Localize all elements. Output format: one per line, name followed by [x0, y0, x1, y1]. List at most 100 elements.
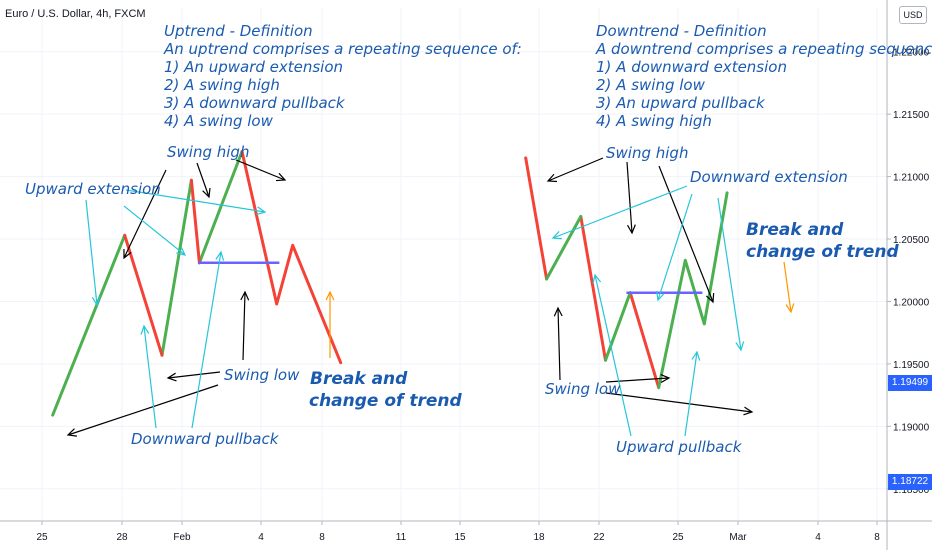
- swing-high-arrow-head: [705, 292, 715, 304]
- swing-high-arrow: [658, 165, 714, 303]
- price-tick-label: 1.21000: [893, 173, 930, 184]
- swing-high-arrow-head: [202, 187, 211, 199]
- upward-extension-arrow-head: [176, 246, 187, 256]
- left-downswing: [123, 233, 164, 357]
- swing-low-arrow-head: [166, 372, 177, 382]
- right-break-label-line1: Break and: [746, 220, 844, 240]
- time-tick-label: 22: [593, 532, 605, 543]
- swing-low-arrow-head: [743, 406, 754, 416]
- swing-low-arrow: [242, 291, 246, 361]
- time-tick-label: 11: [396, 532, 407, 543]
- swing-high-arrow: [626, 161, 633, 234]
- downtrend-definition-line: 4) A swing high: [596, 112, 712, 130]
- right-downward-extension-label: Downward extension: [690, 168, 848, 186]
- price-tick-label: 1.20000: [893, 297, 930, 308]
- swing-high-arrow-head: [627, 224, 636, 235]
- uptrend-definition-line: 2) A swing high: [164, 76, 280, 94]
- left-downswing: [189, 178, 201, 265]
- downward-extension-arrow-head: [735, 341, 745, 352]
- price-axis: 1.22000 1.21500 1.21000 1.20500 1.20000 1.195…: [886, 0, 930, 550]
- swing-low-arrow-head: [553, 306, 563, 317]
- time-tick-label: 18: [533, 532, 545, 543]
- upward-pullback-arrow: [684, 351, 698, 437]
- price-tick-label: 1.22000: [893, 48, 930, 59]
- price-tick-label: 1.21500: [893, 110, 930, 121]
- break-indicator-arrow-head: [325, 290, 335, 301]
- swing-high-arrow: [235, 159, 286, 181]
- upward-extension-arrow-head: [256, 206, 267, 216]
- currency-button[interactable]: USD: [899, 6, 927, 24]
- left-downward-pullback-label: Downward pullback: [131, 430, 280, 448]
- time-axis: 25 28 Feb 4 8 11 15 18 22 25 Mar 4 8: [0, 520, 932, 543]
- price-tick-label: 1.19500: [893, 360, 930, 371]
- swing-low-arrow: [557, 307, 561, 381]
- time-tick-label: 28: [116, 532, 128, 543]
- left-upswing: [160, 178, 193, 357]
- upward-extension-arrow-head: [91, 296, 101, 307]
- swing-low-arrow: [605, 392, 753, 413]
- swing-high-arrow-head: [123, 248, 132, 260]
- right-upswing: [604, 291, 632, 362]
- swing-high-arrow-head: [275, 172, 287, 182]
- annotation-arrows: [66, 157, 795, 437]
- break-indicator-arrow: [783, 261, 792, 313]
- price-tick-label: 1.20500: [893, 235, 930, 246]
- downtrend-definition-title: Downtrend - Definition: [596, 22, 767, 40]
- left-break-label-line2: change of trend: [309, 391, 463, 411]
- left-swing-high-label: Swing high: [167, 143, 249, 161]
- right-downswing: [628, 291, 661, 390]
- swing-low-arrow-head: [240, 290, 250, 301]
- downward-extension-arrow-head: [551, 231, 563, 240]
- right-break-label-line2: change of trend: [746, 242, 900, 262]
- right-downswing: [524, 156, 549, 281]
- upward-extension-arrow: [85, 199, 98, 306]
- downward-extension-arrow: [717, 197, 742, 351]
- swing-high-arrow: [547, 157, 604, 182]
- price-swings: [51, 150, 729, 417]
- left-swing-low-label: Swing low: [224, 366, 300, 384]
- downtrend-definition-line: 2) A swing low: [596, 76, 706, 94]
- swing-high-arrow-head: [546, 173, 558, 183]
- uptrend-definition-line: An uptrend comprises a repeating sequenc…: [163, 40, 522, 58]
- swing-high-arrow: [123, 169, 167, 259]
- time-tick-label: 4: [815, 532, 821, 543]
- downward-pullback-arrow: [143, 325, 157, 429]
- right-swing-low-label: Swing low: [545, 380, 621, 398]
- left-upswing: [51, 233, 127, 417]
- grid-lines: [0, 8, 887, 520]
- break-indicator-arrow-head: [785, 303, 795, 314]
- right-upward-pullback-label: Upward pullback: [616, 438, 743, 456]
- time-tick-label: 25: [672, 532, 684, 543]
- upward-extension-arrow: [125, 189, 266, 213]
- swing-low-arrow: [605, 377, 670, 383]
- right-upswing: [545, 215, 583, 281]
- upward-extension-arrow: [123, 205, 186, 256]
- time-tick-label: 8: [874, 532, 880, 543]
- downward-pullback-arrow-head: [140, 324, 150, 335]
- time-tick-label: 15: [454, 532, 466, 543]
- time-tick-label: Feb: [173, 532, 191, 543]
- downtrend-definition-line: 3) An upward pullback: [596, 94, 766, 112]
- time-tick-label: 4: [258, 532, 264, 543]
- right-downswing: [579, 215, 607, 362]
- right-swing-high-label: Swing high: [606, 144, 688, 162]
- swing-high-arrow: [196, 162, 210, 198]
- left-downswing: [240, 150, 343, 365]
- left-upward-extension-label: Upward extension: [25, 180, 161, 198]
- uptrend-definition-line: 3) A downward pullback: [164, 94, 346, 112]
- upward-pullback-arrow-head: [691, 350, 701, 361]
- upward-pullback-arrow-head: [592, 273, 602, 284]
- symbol-title[interactable]: Euro / U.S. Dollar, 4h, FXCM: [5, 8, 146, 20]
- uptrend-definition-line: 1) An upward extension: [164, 58, 343, 76]
- uptrend-definition-line: 4) A swing low: [164, 112, 274, 130]
- left-break-label-line1: Break and: [310, 369, 408, 389]
- downward-extension-arrow: [657, 193, 693, 301]
- downward-pullback-arrow-head: [215, 250, 225, 261]
- price-marker-badge: 1.18722: [888, 474, 932, 490]
- downward-extension-arrow-head: [656, 291, 665, 302]
- downward-pullback-arrow: [191, 251, 222, 429]
- left-upswing: [197, 150, 244, 265]
- last-price-badge: 1.19499: [888, 375, 932, 391]
- downward-extension-arrow: [552, 185, 688, 239]
